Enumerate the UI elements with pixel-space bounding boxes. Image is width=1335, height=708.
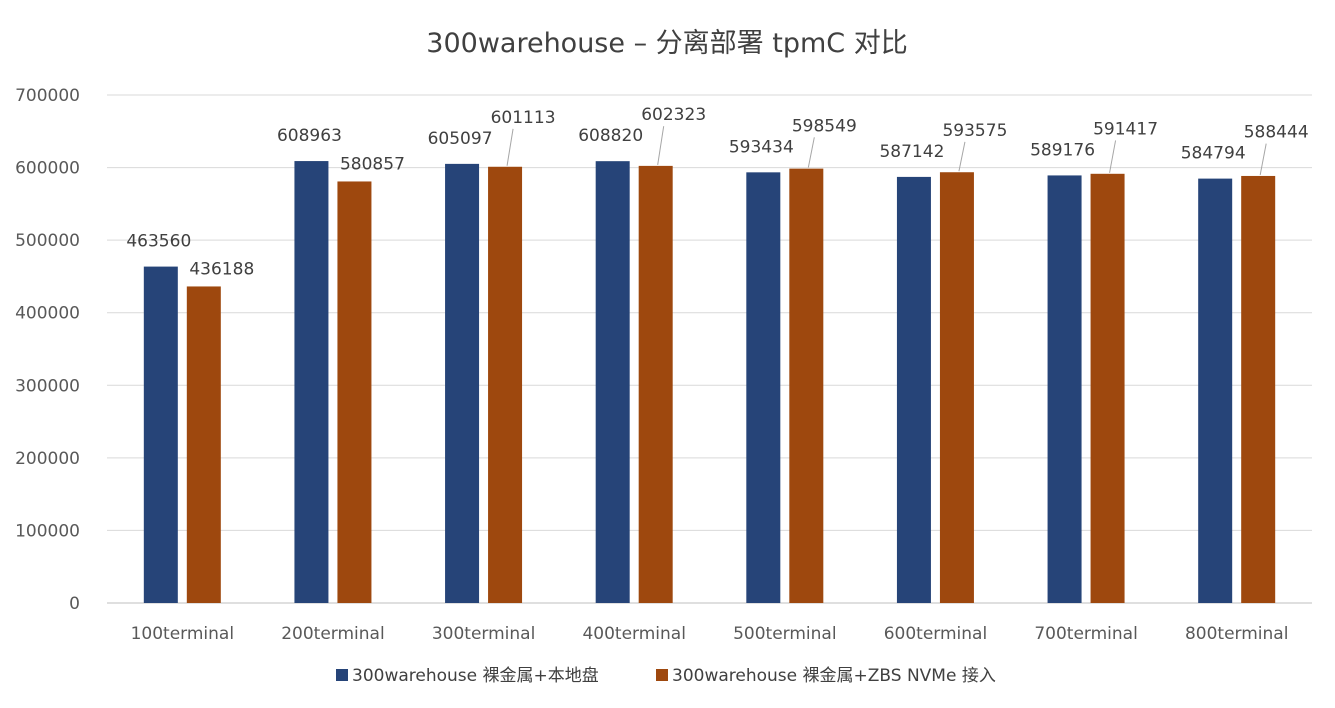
bar-series-1 xyxy=(143,266,178,603)
y-tick-label: 100000 xyxy=(15,521,80,541)
x-axis-ticks: 100terminal 200terminal 300terminal 400term… xyxy=(131,624,1289,644)
data-label-series-2: 598549 xyxy=(792,116,857,136)
bar-series-1 xyxy=(1047,175,1082,603)
bar-series-2 xyxy=(1241,175,1276,604)
data-label-series-2: 602323 xyxy=(641,105,706,125)
label-leader-line xyxy=(1259,143,1267,176)
bar-series-2 xyxy=(638,165,673,603)
bar-series-1 xyxy=(746,172,781,603)
x-tick-label: 300terminal xyxy=(432,624,535,644)
x-tick-label: 500terminal xyxy=(733,624,836,644)
bar-series-2 xyxy=(939,172,974,604)
data-label-series-1: 608963 xyxy=(277,126,342,146)
data-label-series-2: 591417 xyxy=(1093,119,1158,139)
legend-swatch xyxy=(656,669,668,681)
bars xyxy=(143,161,1276,604)
y-tick-label: 200000 xyxy=(15,449,80,469)
y-tick-label: 500000 xyxy=(15,231,80,251)
bar-series-2 xyxy=(1090,173,1125,603)
y-tick-label: 400000 xyxy=(15,304,80,324)
data-label-series-2: 593575 xyxy=(942,121,1007,141)
bar-series-2 xyxy=(488,166,523,603)
gridlines xyxy=(107,94,1312,604)
data-label-series-2: 588444 xyxy=(1244,123,1309,143)
legend-swatch xyxy=(336,669,348,681)
bar-series-1 xyxy=(595,161,630,603)
data-label-series-1: 584794 xyxy=(1181,144,1246,164)
data-label-series-1: 589176 xyxy=(1030,140,1095,160)
data-label-series-1: 593434 xyxy=(729,137,794,157)
label-leader-line xyxy=(506,128,514,166)
data-label-series-2: 436188 xyxy=(189,259,254,279)
label-leader-line xyxy=(1109,140,1117,173)
data-label-series-2: 580857 xyxy=(340,154,405,174)
bar-series-2 xyxy=(186,286,221,603)
x-tick-label: 400terminal xyxy=(582,624,685,644)
y-tick-label: 300000 xyxy=(15,376,80,396)
data-label-series-1: 587142 xyxy=(879,142,944,162)
y-axis-ticks: 0 100000 200000 300000 400000 500000 600000 700… xyxy=(15,86,80,614)
x-tick-label: 700terminal xyxy=(1034,624,1137,644)
x-tick-label: 100terminal xyxy=(131,624,234,644)
bar-series-1 xyxy=(445,163,480,603)
y-tick-label: 600000 xyxy=(15,159,80,179)
bar-series-1 xyxy=(294,161,329,604)
data-label-series-1: 463560 xyxy=(126,232,191,252)
label-leader-line xyxy=(807,137,815,168)
y-tick-label: 0 xyxy=(69,594,80,614)
y-tick-label: 700000 xyxy=(15,86,80,106)
legend-label: 300warehouse 裸金属+本地盘 xyxy=(352,666,599,686)
bar-series-2 xyxy=(337,181,372,603)
chart-title: 300warehouse – 分离部署 tpmC 对比 xyxy=(426,28,907,59)
data-label-series-1: 608820 xyxy=(578,126,643,146)
x-tick-label: 800terminal xyxy=(1185,624,1288,644)
label-leader-line xyxy=(657,126,665,165)
bar-series-1 xyxy=(896,176,931,604)
x-tick-label: 600terminal xyxy=(884,624,987,644)
bar-series-2 xyxy=(789,168,824,603)
data-label-series-1: 605097 xyxy=(428,129,493,149)
x-tick-label: 200terminal xyxy=(281,624,384,644)
legend: 300warehouse 裸金属+本地盘 300warehouse 裸金属+ZBS… xyxy=(336,666,996,686)
bar-series-1 xyxy=(1198,178,1233,604)
legend-label: 300warehouse 裸金属+ZBS NVMe 接入 xyxy=(672,666,996,686)
data-label-series-2: 601113 xyxy=(491,108,556,128)
label-leader-line xyxy=(958,141,966,172)
